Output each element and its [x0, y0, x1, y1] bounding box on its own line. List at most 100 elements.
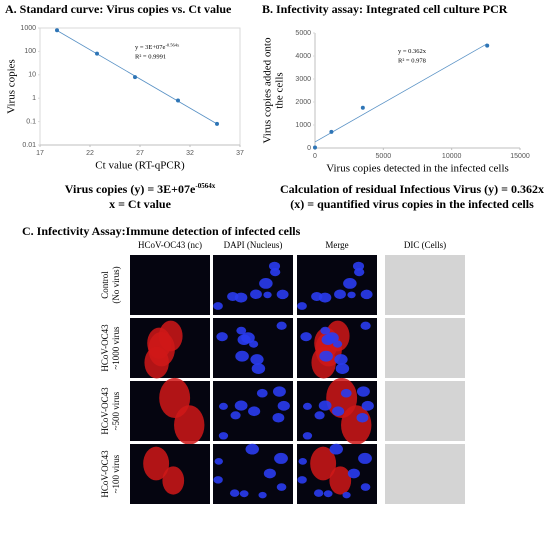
nucleus: [297, 476, 307, 484]
y-tick-label: 0.01: [22, 142, 36, 149]
y-axis-label: Virus copies: [6, 59, 18, 114]
row-label: HCoV-OC43: [100, 450, 110, 498]
nucleus: [297, 302, 307, 310]
infected-cell: [174, 405, 205, 445]
x-tick-label: 22: [86, 150, 94, 157]
r-squared: R² = 0.9991: [135, 53, 166, 60]
infected-cell: [162, 466, 185, 495]
equation-base: y = 3E+07e: [135, 44, 166, 51]
y-tick-label: 2000: [295, 99, 311, 106]
column-header: HCoV-OC43 (nc): [138, 240, 202, 250]
x-axis-label: Ct value (RT-qPCR): [95, 160, 185, 172]
data-point: [313, 145, 317, 150]
nucleus: [329, 443, 343, 455]
y-tick-label: 5000: [295, 30, 311, 37]
row-label: Control: [100, 271, 110, 299]
nucleus: [214, 458, 223, 465]
nucleus: [276, 321, 287, 330]
trend-line: [314, 43, 488, 143]
nucleus: [334, 354, 348, 365]
caption-formula: Virus copies (y) = 3E+07e: [65, 182, 196, 196]
nucleus: [230, 411, 241, 420]
equation: y = 3E+07e-0.564x: [135, 43, 180, 52]
nucleus: [319, 350, 333, 362]
nucleus: [239, 490, 249, 498]
nucleus: [342, 491, 351, 499]
micrograph: [130, 255, 210, 315]
caption-note: (x) = quantified virus copies in the inf…: [290, 197, 534, 211]
panel-title: C. Infectivity Assay:Immune detection of…: [22, 224, 301, 238]
nucleus: [241, 332, 255, 344]
y-tick-label: 10: [28, 72, 36, 79]
data-point: [95, 51, 99, 56]
nucleus: [235, 350, 249, 362]
x-tick-label: 5000: [376, 153, 392, 160]
nucleus: [234, 400, 248, 411]
equation-base: y = 0.362x: [398, 48, 427, 55]
row-label: ~1000 virus: [111, 326, 121, 370]
data-point: [215, 121, 219, 126]
caption: Virus copies (y) = 3E+07e-0564x: [65, 182, 216, 196]
row-label: HCoV-OC43: [100, 324, 110, 372]
nucleus: [245, 443, 259, 455]
nucleus: [250, 289, 262, 299]
nucleus: [323, 490, 333, 498]
x-tick-label: 0: [313, 153, 317, 160]
nucleus: [250, 354, 264, 365]
nucleus: [216, 332, 228, 342]
row-label: (No virus): [111, 266, 121, 303]
nucleus: [361, 400, 374, 411]
nucleus: [268, 261, 281, 271]
nucleus: [236, 326, 247, 335]
data-point: [176, 98, 180, 103]
nucleus: [251, 363, 266, 374]
nucleus: [320, 326, 331, 335]
nucleus: [276, 289, 289, 300]
nucleus: [334, 289, 346, 299]
data-point: [485, 43, 490, 48]
nucleus: [234, 292, 248, 303]
nucleus: [318, 400, 332, 411]
equation-exponent: -0.564x: [165, 43, 180, 48]
column-header: Merge: [325, 240, 348, 250]
y-axis-label: the cells: [274, 72, 286, 108]
nucleus: [360, 289, 373, 300]
nucleus: [259, 277, 273, 289]
nucleus: [229, 489, 240, 497]
data-point: [360, 105, 365, 110]
nucleus: [358, 452, 372, 464]
infected-cell: [310, 446, 337, 481]
y-axis-label: Virus copies added onto: [262, 37, 274, 143]
nucleus: [347, 291, 356, 299]
nucleus: [360, 483, 371, 491]
micrograph: [213, 255, 293, 315]
nucleus: [352, 261, 365, 271]
data-point: [55, 28, 59, 33]
data-point: [329, 129, 334, 134]
y-tick-label: 1000: [295, 122, 311, 129]
nucleus: [340, 388, 352, 398]
micrograph: [385, 255, 465, 315]
micrograph: [385, 318, 465, 378]
micrograph: [385, 381, 465, 441]
nucleus: [249, 340, 259, 348]
chart-title: A. Standard curve: Virus copies vs. Ct v…: [5, 2, 232, 16]
caption-formula: Calculation of residual Infectious Virus…: [280, 182, 544, 196]
nucleus: [343, 277, 357, 289]
y-tick-label: 4000: [295, 53, 311, 60]
nucleus: [332, 406, 345, 417]
nucleus: [248, 406, 261, 417]
x-axis-label: Virus copies detected in the infected ce…: [326, 163, 509, 175]
chart-title: B. Infectivity assay: Integrated cell cu…: [262, 2, 508, 16]
row-label: HCoV-OC43: [100, 387, 110, 435]
r-squared: R² = 0.978: [398, 57, 426, 64]
nucleus: [356, 413, 369, 423]
nucleus: [263, 291, 272, 299]
y-tick-label: 1000: [20, 25, 36, 32]
nucleus: [314, 411, 325, 420]
nucleus: [213, 476, 223, 484]
infected-cell: [144, 346, 169, 379]
nucleus: [218, 432, 229, 440]
